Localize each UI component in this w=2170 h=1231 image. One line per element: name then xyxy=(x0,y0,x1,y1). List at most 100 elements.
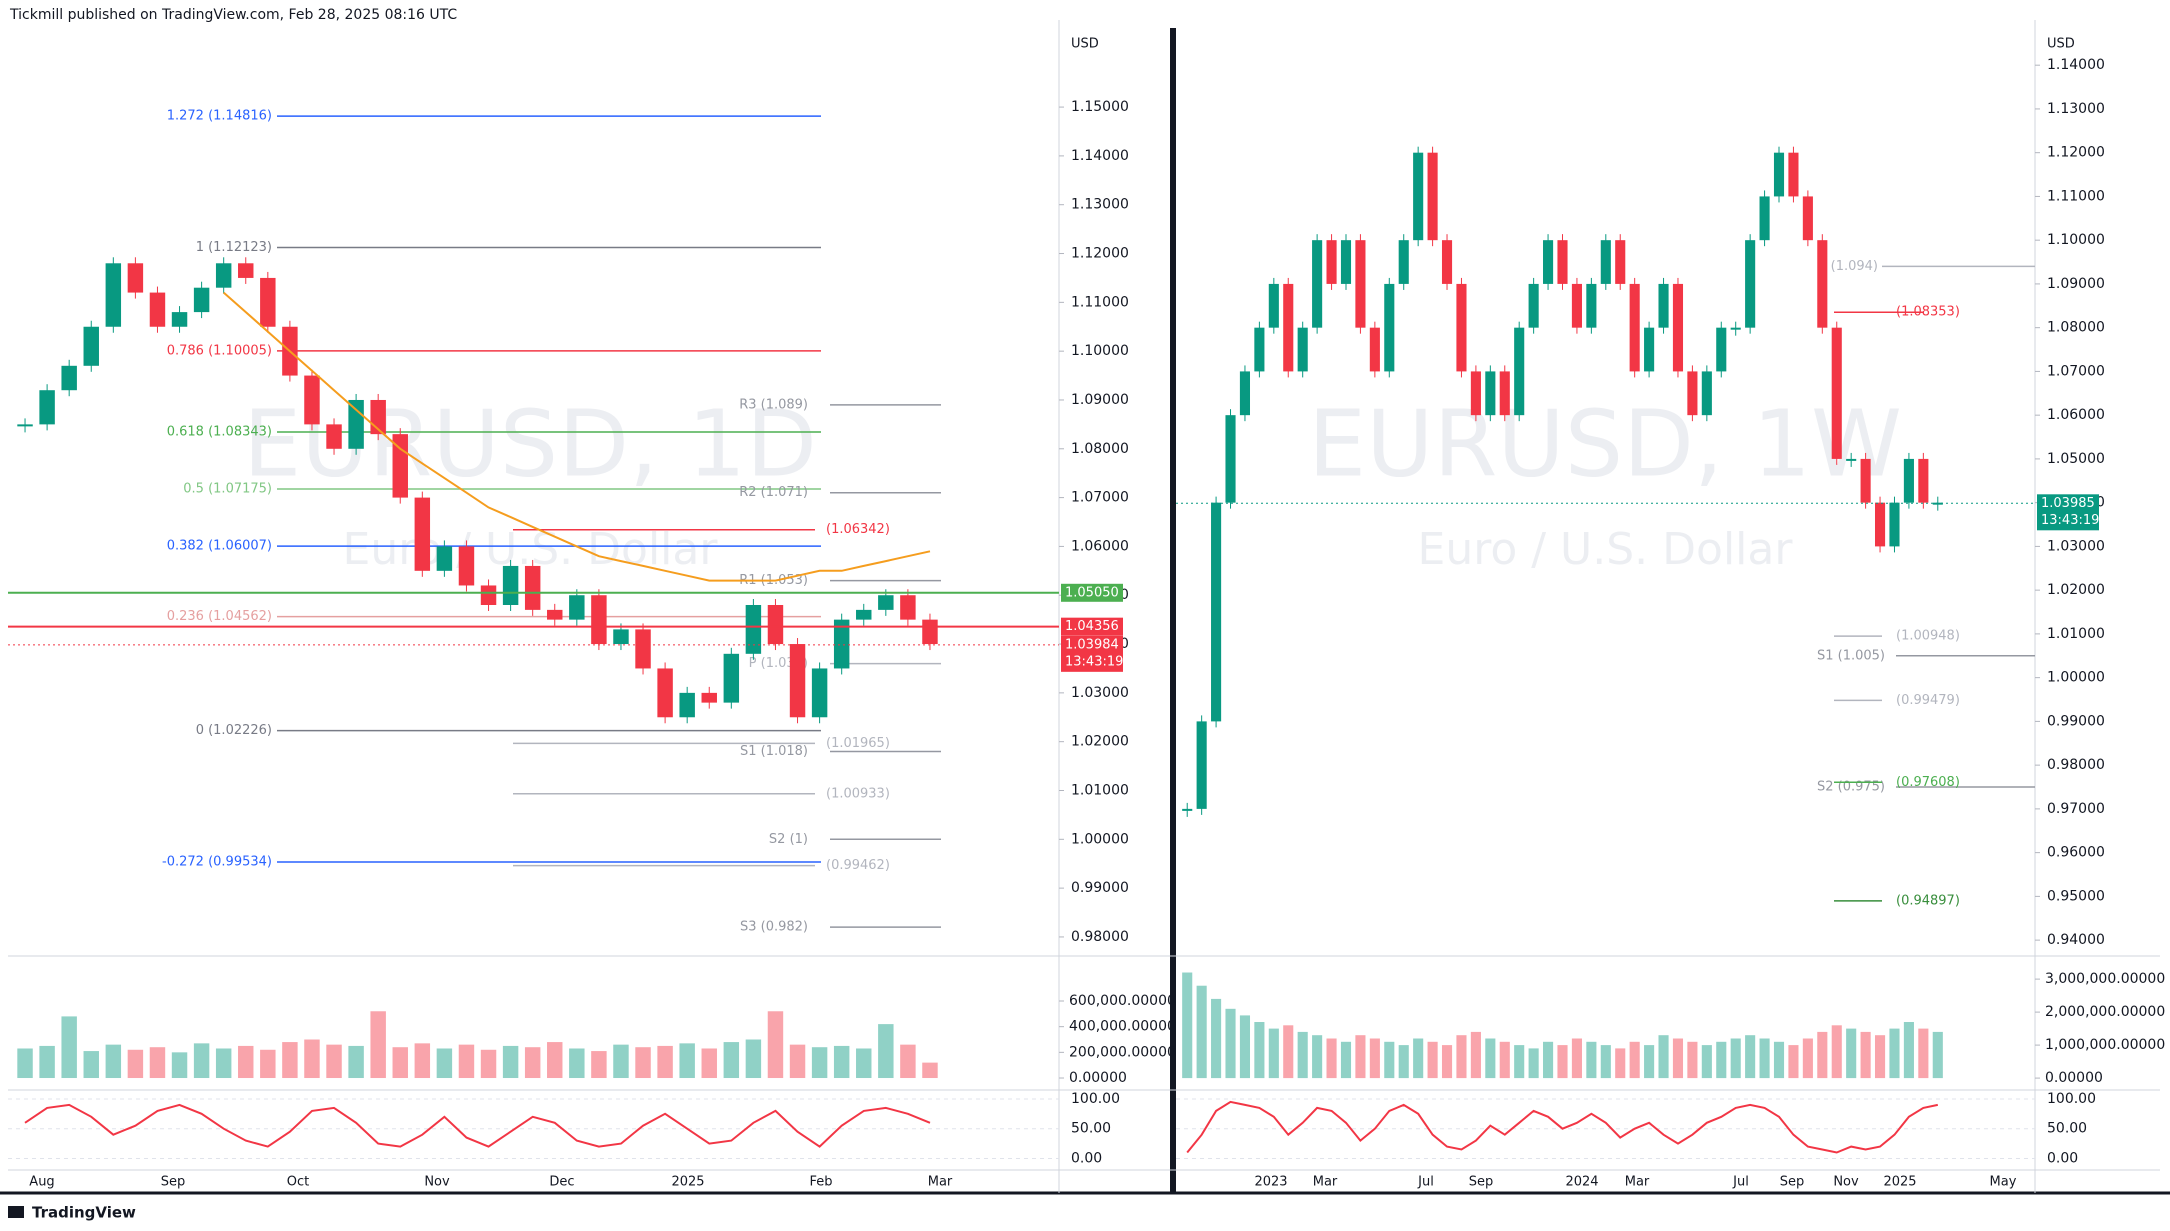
osc-tick-label: 50.00 xyxy=(1071,1121,1111,1137)
volume-bar xyxy=(1615,1048,1626,1079)
volume-bar xyxy=(1730,1038,1741,1079)
x-tick-label: Mar xyxy=(1313,1175,1338,1190)
candle xyxy=(61,365,77,391)
candle xyxy=(1571,283,1582,328)
price-tag xyxy=(1061,583,1123,602)
y-tick-label: 0.96000 xyxy=(2047,845,2105,861)
volume-bar xyxy=(1485,1038,1496,1079)
y-tick-label: 1.05000 xyxy=(2047,451,2105,467)
candle xyxy=(635,629,651,669)
candle xyxy=(1788,152,1799,197)
price-tag-label: 1.04356 xyxy=(1065,619,1119,634)
volume-bar xyxy=(1644,1045,1655,1079)
candle xyxy=(149,292,166,327)
volume-bar xyxy=(480,1049,497,1079)
volume-tick-label: 400,000.00000 xyxy=(1069,1019,1176,1035)
candle xyxy=(17,424,33,427)
volume-bar xyxy=(105,1044,122,1079)
candle xyxy=(260,277,276,327)
level-label: S3 (0.982) xyxy=(740,920,808,935)
countdown: 13:43:19 xyxy=(1065,654,1123,669)
y-tick-label: 0.98000 xyxy=(1071,929,1129,945)
logo xyxy=(8,1206,24,1218)
volume-bar xyxy=(657,1045,673,1079)
candle xyxy=(171,312,188,327)
y-tick-label: 1.02000 xyxy=(2047,582,2105,598)
volume-bar xyxy=(922,1062,938,1079)
x-tick-label: 2024 xyxy=(1565,1175,1598,1190)
candle xyxy=(1687,371,1698,416)
candle xyxy=(436,546,453,571)
candle xyxy=(1528,283,1539,328)
volume-bar xyxy=(635,1047,651,1079)
candle xyxy=(1456,283,1467,372)
level-label: (0.99479) xyxy=(1896,693,1960,708)
candle xyxy=(591,595,607,645)
level-label: S2 (1) xyxy=(769,832,808,847)
volume-tick-label: 0.00000 xyxy=(1069,1070,1127,1086)
candle xyxy=(701,692,717,703)
level-label: (1.01965) xyxy=(826,736,890,751)
level-label: (1.08353) xyxy=(1896,305,1960,320)
level-label: 0.236 (1.04562) xyxy=(167,609,272,624)
y-tick-label: 1.07000 xyxy=(1071,490,1129,506)
y-tick-label: 1.10000 xyxy=(1071,343,1129,359)
watermark-sub: Euro / U.S. Dollar xyxy=(1418,524,1794,575)
volume-bar xyxy=(745,1039,762,1079)
volume-bar xyxy=(1254,1022,1265,1079)
candle xyxy=(1398,240,1409,284)
candle xyxy=(767,604,784,645)
volume-bar xyxy=(1355,1035,1366,1079)
y-tick-label: 1.09000 xyxy=(1071,392,1129,408)
volume-bar xyxy=(1629,1041,1640,1079)
candle xyxy=(83,326,99,366)
candle xyxy=(569,595,585,620)
volume-bar xyxy=(1196,985,1207,1079)
volume-bar xyxy=(1817,1031,1828,1079)
candle xyxy=(193,287,210,313)
volume-bar xyxy=(348,1045,364,1079)
level-label: 0.786 (1.10005) xyxy=(167,343,272,358)
candle xyxy=(1499,371,1510,416)
volume-bar xyxy=(900,1044,916,1079)
volume-tick-label: 200,000.00000 xyxy=(1069,1044,1176,1060)
y-tick-label: 1.00000 xyxy=(2047,670,2105,686)
x-tick-label: Sep xyxy=(161,1175,186,1190)
volume-bar xyxy=(414,1043,431,1079)
candle xyxy=(1889,502,1900,547)
y-tick-label: 1.12000 xyxy=(2047,145,2105,161)
volume-bar xyxy=(767,1011,784,1079)
volume-bar xyxy=(238,1045,254,1079)
candle xyxy=(1860,458,1871,503)
candle xyxy=(392,434,408,498)
y-tick-label: 1.09000 xyxy=(2047,276,2105,292)
candle xyxy=(1586,283,1597,328)
oscillator-line xyxy=(24,1103,931,1148)
candle xyxy=(1730,327,1741,330)
candle xyxy=(326,424,342,449)
y-tick-label: 0.95000 xyxy=(2047,888,2105,904)
volume-bar xyxy=(1340,1041,1352,1079)
volume-bar xyxy=(1759,1038,1770,1079)
osc-tick-label: 0.00 xyxy=(1071,1150,1102,1166)
volume-bar xyxy=(127,1049,144,1079)
panel-divider xyxy=(1170,28,1176,1193)
y-tick-label: 1.06000 xyxy=(1071,538,1129,554)
price-tag-label: 1.03984 xyxy=(1065,637,1119,652)
volume-bar xyxy=(591,1051,607,1079)
candle xyxy=(1441,240,1453,284)
candle xyxy=(238,263,254,278)
candle xyxy=(723,653,740,703)
level-label: (1.094) xyxy=(1831,259,1878,274)
price-tag xyxy=(1061,617,1123,636)
candle xyxy=(1268,283,1279,328)
volume-bar xyxy=(1499,1041,1510,1079)
candle xyxy=(657,668,673,718)
candle xyxy=(679,692,695,718)
y-tick-label: 1.12000 xyxy=(1071,246,1129,262)
y-tick-label: 1.08000 xyxy=(1071,441,1129,457)
level-label: 0.382 (1.06007) xyxy=(167,539,272,554)
x-tick-label: Mar xyxy=(1625,1175,1650,1190)
volume-bar xyxy=(149,1047,166,1079)
y-tick-label: 1.03000 xyxy=(1071,685,1129,701)
